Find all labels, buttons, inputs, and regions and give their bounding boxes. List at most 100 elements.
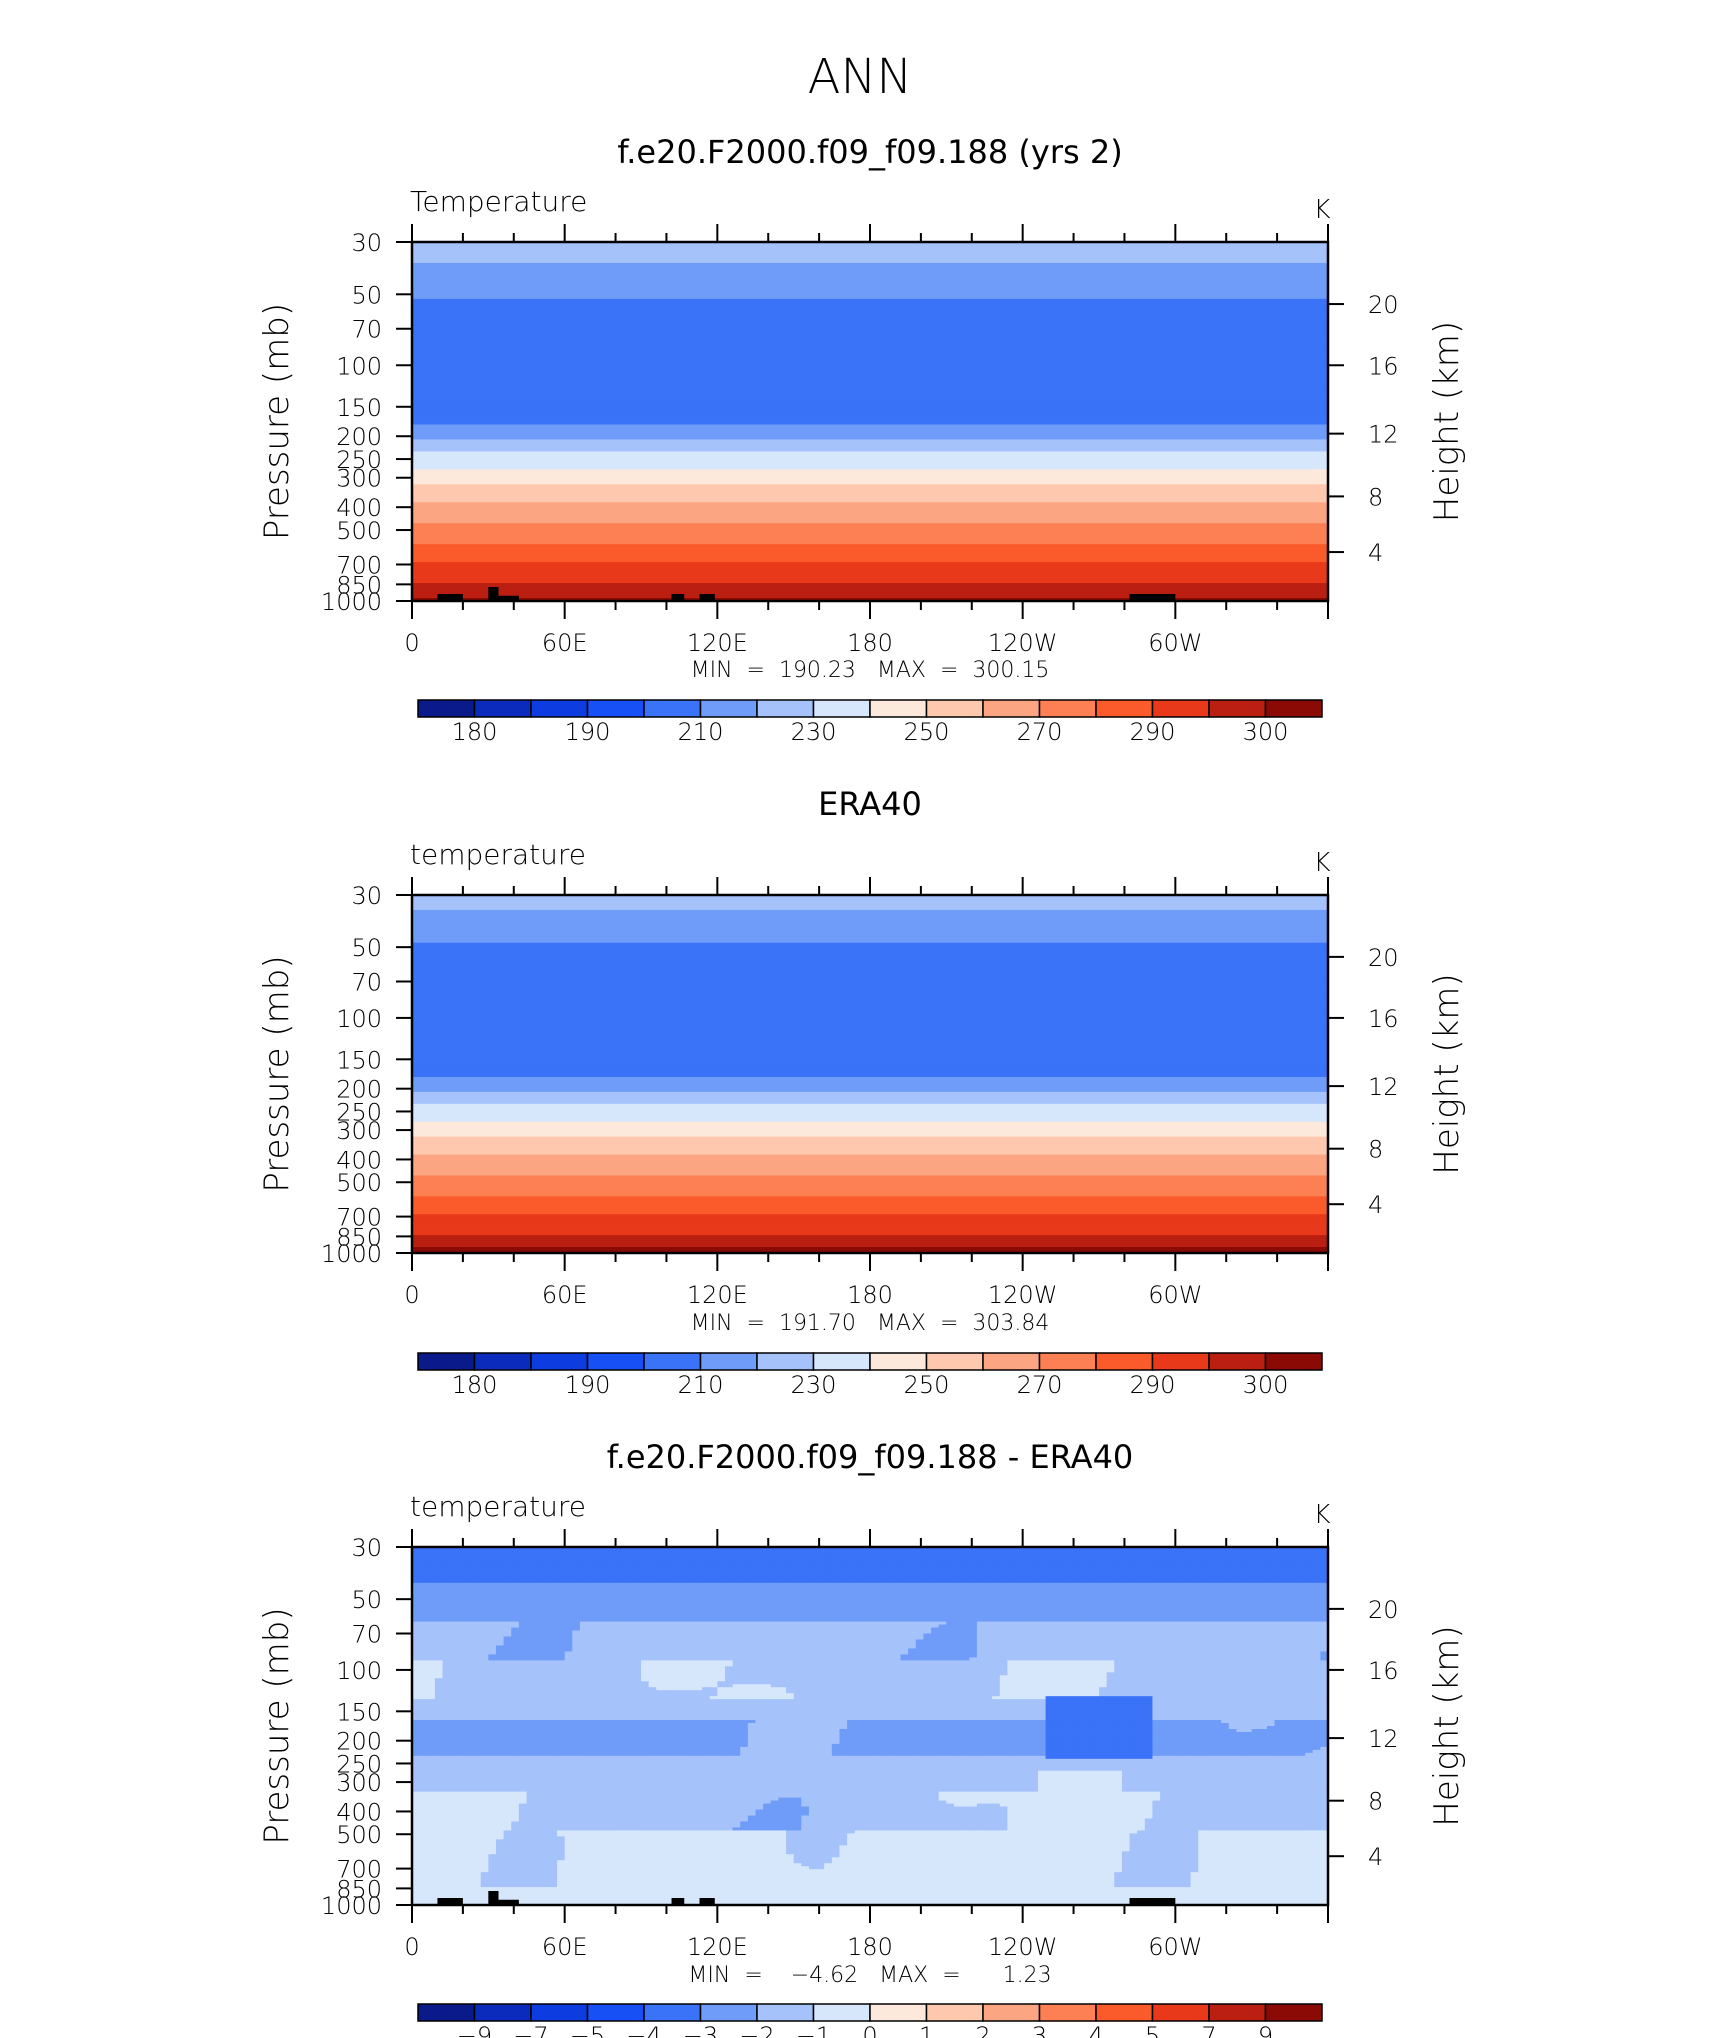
contour-cell [503, 1594, 512, 1599]
contour-cell [1228, 1636, 1237, 1641]
contour-cell [1076, 1603, 1085, 1608]
contour-cell [1259, 1591, 1268, 1596]
contour-cell [679, 1627, 688, 1632]
contour-cell [740, 1561, 749, 1566]
contour-cell [1198, 1651, 1207, 1655]
contour-cell [618, 1621, 627, 1626]
contour-cell [1244, 1621, 1253, 1626]
contour-cell [1160, 1648, 1169, 1653]
contour-cell [1076, 1648, 1085, 1653]
contour-cell [1060, 1591, 1070, 1596]
contour-cell [1037, 1624, 1047, 1629]
contour-cell [1007, 1609, 1016, 1614]
contour-cell [900, 1657, 909, 1661]
contour-cell [564, 1627, 573, 1632]
contour-cell [587, 1564, 596, 1569]
contour-cell [534, 1609, 543, 1614]
contour-cell [1121, 1561, 1131, 1566]
contour-cell [1129, 1597, 1138, 1602]
contour-cell [434, 1648, 444, 1653]
contour-cell [938, 1639, 947, 1644]
contour-cell [1007, 1547, 1016, 1551]
contour-cell [793, 1651, 802, 1655]
contour-cell [1236, 1564, 1245, 1569]
contour-cell [709, 1570, 718, 1575]
contour-cell [1320, 1547, 1329, 1551]
contour-cell [602, 1594, 612, 1599]
contour-cell [992, 1609, 1001, 1614]
contour-cell [1053, 1585, 1062, 1590]
contour-cell [511, 1642, 520, 1647]
contour-cell [870, 1567, 879, 1572]
contour-cell [511, 1636, 520, 1641]
contour-cell [763, 1627, 772, 1632]
contour-cell [984, 1552, 993, 1557]
contour-cell [1213, 1555, 1222, 1560]
contour-cell [511, 1573, 520, 1578]
contour-cell [694, 1576, 703, 1581]
contour-cell [770, 1573, 779, 1578]
contour-cell [480, 1645, 489, 1650]
contour-cell [572, 1639, 581, 1644]
contour-cell [1152, 1633, 1161, 1638]
contour-cell [488, 1636, 497, 1641]
contour-cell [1114, 1573, 1123, 1578]
contour-cell [992, 1591, 1001, 1596]
contour-cell [1320, 1639, 1329, 1644]
contour-cell [412, 358, 1329, 363]
contour-cell [870, 1591, 879, 1596]
contour-cell [931, 1549, 940, 1554]
contour-cell [885, 1597, 894, 1602]
contour-cell [923, 1594, 932, 1599]
contour-cell [900, 1555, 909, 1560]
contour-cell [801, 1612, 810, 1617]
contour-cell [1007, 1570, 1016, 1575]
contour-cell [1236, 1567, 1245, 1572]
contour-cell [717, 1612, 726, 1617]
contour-cell [953, 1609, 963, 1614]
contour-cell [1083, 1561, 1092, 1566]
contour-cell [1083, 1564, 1092, 1569]
contour-cell [1129, 1615, 1138, 1620]
contour-cell [831, 1555, 841, 1560]
contour-cell [412, 553, 1329, 557]
contour-cell [572, 1555, 581, 1560]
contour-cell [1045, 1588, 1054, 1593]
contour-cell [1282, 1606, 1291, 1611]
contour-cell [984, 1558, 993, 1563]
contour-cell [541, 1630, 550, 1635]
contour-cell [870, 1555, 879, 1560]
contour-cell [427, 1582, 436, 1587]
contour-cell [679, 1567, 688, 1572]
contour-cell [900, 1576, 909, 1581]
contour-cell [1076, 1639, 1085, 1644]
contour-cell [480, 1600, 489, 1605]
contour-cell [953, 1639, 963, 1644]
contour-cell [709, 1651, 718, 1655]
contour-cell [786, 1555, 795, 1560]
contour-cell [1167, 1639, 1176, 1644]
contour-cell [412, 436, 1329, 441]
contour-cell [595, 1585, 604, 1590]
contour-cell [412, 1160, 1329, 1165]
contour-cell [1106, 1639, 1115, 1644]
contour-cell [1205, 1645, 1215, 1650]
contour-cell [457, 1552, 467, 1557]
contour-cell [1053, 1642, 1062, 1647]
contour-cell [816, 1594, 825, 1599]
contour-cell [663, 1555, 673, 1560]
units-label: K [1313, 848, 1330, 878]
x-tick-label: 0 [404, 1281, 419, 1309]
contour-cell [694, 1558, 703, 1563]
contour-cell [686, 1636, 696, 1641]
contour-cell [1091, 1597, 1100, 1602]
contour-cell [549, 1654, 558, 1658]
contour-cell [1099, 1609, 1108, 1614]
contour-cell [412, 1047, 1329, 1051]
contour-cell [763, 1648, 772, 1653]
contour-cell [1312, 1585, 1321, 1590]
contour-cell [747, 1639, 757, 1644]
contour-cell [946, 1564, 955, 1569]
contour-cell [1015, 1630, 1024, 1635]
contour-cell [572, 1621, 581, 1626]
